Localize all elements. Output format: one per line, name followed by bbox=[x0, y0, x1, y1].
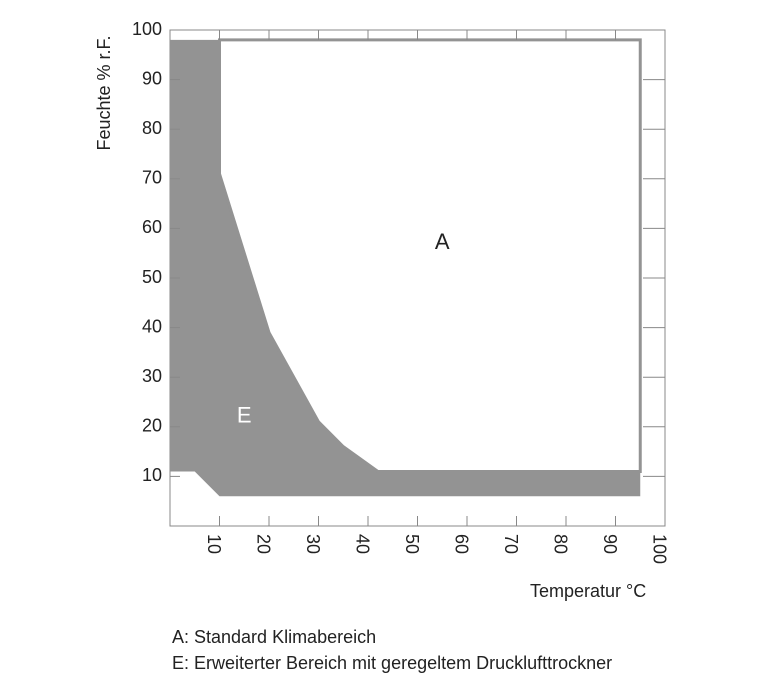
y-tick-label: 70 bbox=[142, 168, 162, 188]
y-tick-label: 30 bbox=[142, 366, 162, 386]
note: E: Erweiterter Bereich mit geregeltem Dr… bbox=[172, 653, 612, 673]
region-label: A bbox=[435, 229, 450, 254]
y-tick-label: 50 bbox=[142, 267, 162, 287]
y-tick-label: 40 bbox=[142, 316, 162, 336]
x-tick-label: 20 bbox=[253, 534, 273, 554]
y-axis-label: Feuchte % r.F. bbox=[94, 35, 114, 150]
x-tick-label: 90 bbox=[600, 534, 620, 554]
region bbox=[218, 38, 642, 473]
x-axis-label: Temperatur °C bbox=[530, 581, 646, 601]
y-tick-label: 90 bbox=[142, 68, 162, 88]
region bbox=[170, 39, 641, 497]
x-tick-label: 80 bbox=[550, 534, 570, 554]
y-tick-label: 60 bbox=[142, 217, 162, 237]
x-tick-label: 70 bbox=[501, 534, 521, 554]
y-tick-label: 100 bbox=[132, 19, 162, 39]
note: A: Standard Klimabereich bbox=[172, 627, 376, 647]
region-label: E bbox=[237, 403, 252, 428]
y-tick-label: 20 bbox=[142, 416, 162, 436]
x-tick-label: 30 bbox=[303, 534, 323, 554]
x-tick-label: 50 bbox=[402, 534, 422, 554]
y-tick-label: 10 bbox=[142, 465, 162, 485]
x-tick-label: 40 bbox=[352, 534, 372, 554]
x-tick-label: 60 bbox=[451, 534, 471, 554]
x-tick-label: 100 bbox=[649, 534, 669, 564]
y-tick-label: 80 bbox=[142, 118, 162, 138]
x-tick-label: 10 bbox=[204, 534, 224, 554]
